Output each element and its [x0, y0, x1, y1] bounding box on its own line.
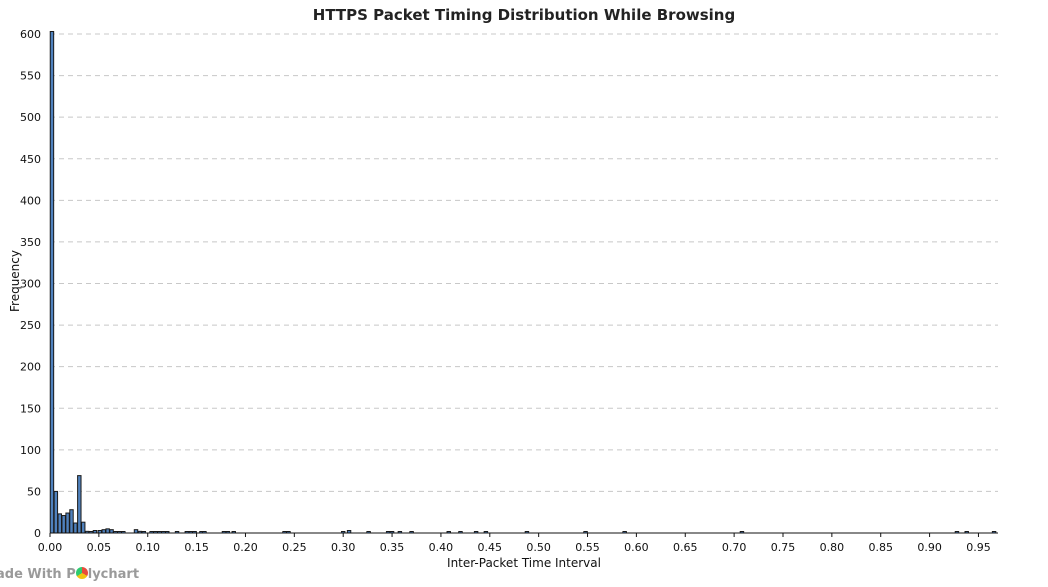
x-tick-label: 0.95 [966, 541, 991, 554]
y-tick-label: 150 [20, 402, 41, 415]
polychart-watermark: ade With P lychart [0, 567, 139, 582]
x-tick-label: 0.75 [771, 541, 796, 554]
histogram-bar [49, 31, 55, 534]
y-tick-label: 250 [20, 319, 41, 332]
gridlines [50, 33, 998, 492]
y-tick-label: 550 [20, 70, 41, 83]
y-tick-label: 600 [20, 28, 41, 41]
y-tick-label: 300 [20, 278, 41, 291]
x-tick-label: 0.00 [38, 541, 63, 554]
x-tick-label: 0.45 [478, 541, 503, 554]
histogram-bar [105, 528, 110, 534]
x-tick-label: 0.35 [380, 541, 405, 554]
x-tick-label: 0.30 [331, 541, 356, 554]
x-tick-label: 0.40 [429, 541, 454, 554]
y-tick-labels: 0 50 100 150 200 250 300 350 400 450 500 550 600 [20, 28, 41, 540]
y-tick-label: 450 [20, 153, 41, 166]
x-tick-labels: 0.00 0.05 0.10 0.15 0.20 0.25 0.30 0.35 0.40 0.45… [38, 533, 991, 554]
histogram-bar [69, 509, 74, 534]
bars [49, 31, 997, 534]
histogram-bar [81, 521, 86, 534]
x-tick-label: 0.20 [233, 541, 258, 554]
x-tick-label: 0.25 [282, 541, 307, 554]
y-tick-label: 350 [20, 236, 41, 249]
x-tick-label: 0.15 [184, 541, 209, 554]
histogram-bar [61, 515, 66, 534]
x-tick-label: 0.70 [722, 541, 747, 554]
histogram-bar [57, 513, 62, 534]
histogram-bar [73, 522, 78, 534]
x-tick-label: 0.85 [868, 541, 893, 554]
histogram-bar [53, 490, 59, 534]
histogram-bar [77, 475, 82, 534]
x-tick-label: 0.65 [673, 541, 698, 554]
x-tick-label: 0.10 [135, 541, 160, 554]
y-tick-label: 100 [20, 444, 41, 457]
y-tick-label: 400 [20, 194, 41, 207]
watermark-text-end: lychart [87, 567, 140, 582]
watermark-text-start: ade With P [0, 567, 76, 582]
histogram-bar [65, 512, 70, 534]
x-axis-label: Inter-Packet Time Interval [447, 556, 601, 570]
x-tick-label: 0.50 [526, 541, 551, 554]
x-tick-label: 0.90 [917, 541, 942, 554]
chart-title: HTTPS Packet Timing Distribution While B… [313, 6, 735, 24]
y-tick-label: 200 [20, 361, 41, 374]
polychart-logo-icon [75, 567, 88, 579]
x-tick-label: 0.55 [575, 541, 600, 554]
y-tick-label: 500 [20, 111, 41, 124]
x-tick-label: 0.05 [87, 541, 112, 554]
x-tick-label: 0.80 [820, 541, 845, 554]
y-tick-label: 50 [27, 485, 41, 498]
y-axis-label: Frequency [8, 250, 22, 312]
x-tick-label: 0.60 [624, 541, 649, 554]
y-tick-label: 0 [34, 527, 41, 540]
